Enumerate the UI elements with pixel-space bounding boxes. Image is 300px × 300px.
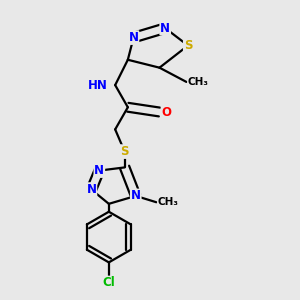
Text: N: N: [94, 164, 104, 177]
Text: HN: HN: [87, 79, 107, 92]
Text: N: N: [128, 31, 139, 44]
Text: N: N: [131, 189, 141, 203]
Text: CH₃: CH₃: [188, 77, 209, 87]
Text: N: N: [160, 22, 170, 34]
Text: O: O: [161, 106, 172, 118]
Text: N: N: [86, 183, 96, 196]
Text: S: S: [120, 145, 129, 158]
Text: CH₃: CH₃: [158, 197, 179, 207]
Text: S: S: [184, 39, 192, 52]
Text: Cl: Cl: [103, 277, 115, 290]
